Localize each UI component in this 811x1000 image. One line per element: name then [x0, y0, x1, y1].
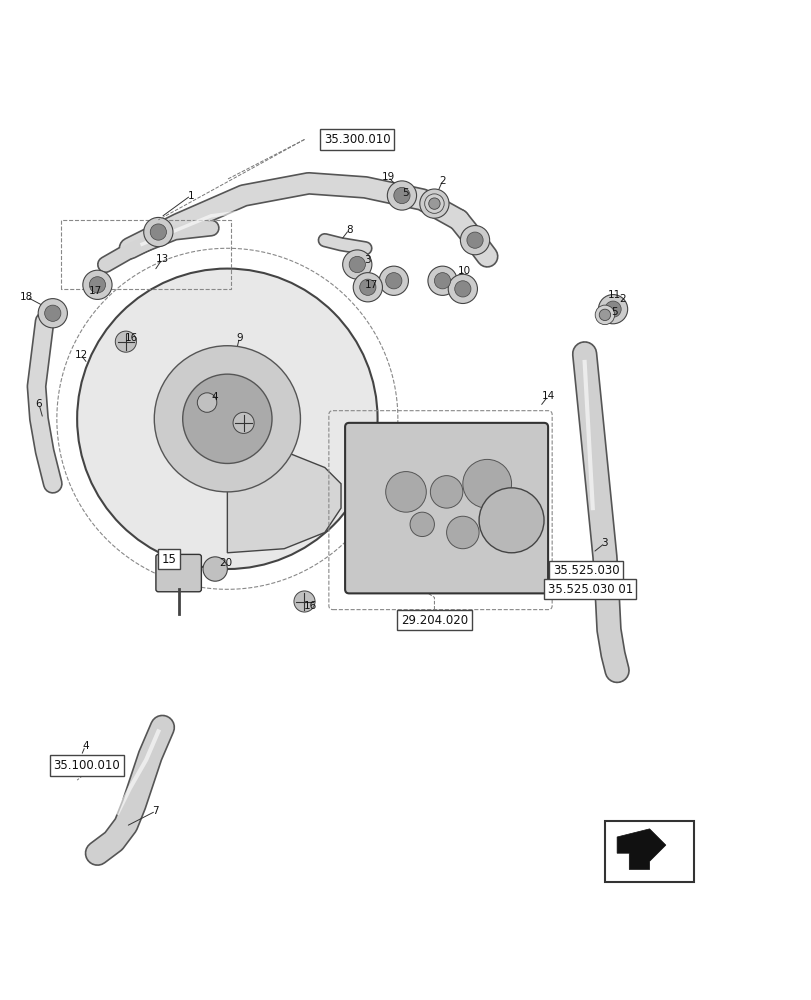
Circle shape: [446, 516, 478, 549]
Circle shape: [150, 224, 166, 240]
Text: 4: 4: [212, 392, 218, 402]
Polygon shape: [227, 447, 341, 553]
Text: 2: 2: [439, 176, 445, 186]
Circle shape: [466, 232, 483, 248]
Text: 16: 16: [303, 601, 316, 611]
Circle shape: [359, 279, 375, 295]
Text: 35.100.010: 35.100.010: [54, 759, 120, 772]
Circle shape: [115, 331, 136, 352]
Text: 6: 6: [36, 399, 42, 409]
Text: 5: 5: [402, 188, 409, 198]
Circle shape: [478, 488, 543, 553]
Circle shape: [460, 226, 489, 255]
Circle shape: [594, 305, 614, 325]
Circle shape: [483, 496, 523, 537]
Text: 12: 12: [75, 350, 88, 360]
Text: 18: 18: [20, 292, 33, 302]
Text: 17: 17: [89, 286, 102, 296]
Text: 17: 17: [365, 280, 378, 290]
Circle shape: [462, 459, 511, 508]
Circle shape: [77, 269, 377, 569]
Text: 35.300.010: 35.300.010: [324, 133, 390, 146]
Text: 14: 14: [541, 391, 554, 401]
Circle shape: [604, 301, 620, 317]
Circle shape: [385, 472, 426, 512]
Text: 3: 3: [363, 255, 370, 265]
Circle shape: [419, 189, 448, 218]
Circle shape: [426, 196, 442, 212]
Circle shape: [599, 309, 610, 321]
Circle shape: [393, 187, 410, 204]
Circle shape: [424, 194, 444, 213]
Circle shape: [182, 374, 272, 463]
Circle shape: [45, 305, 61, 321]
Text: 4: 4: [82, 741, 88, 751]
Circle shape: [454, 281, 470, 297]
Circle shape: [144, 217, 173, 247]
Circle shape: [379, 266, 408, 295]
Text: 5: 5: [611, 307, 617, 317]
Text: 29.204.020: 29.204.020: [401, 614, 467, 627]
Text: 10: 10: [457, 266, 470, 276]
Text: 9: 9: [236, 333, 242, 343]
Text: 15: 15: [161, 553, 176, 566]
Circle shape: [203, 557, 227, 581]
Text: 20: 20: [219, 558, 232, 568]
Text: 7: 7: [152, 806, 159, 816]
Text: 1: 1: [187, 191, 194, 201]
Circle shape: [385, 273, 401, 289]
Circle shape: [349, 256, 365, 273]
Polygon shape: [616, 829, 665, 869]
Circle shape: [387, 181, 416, 210]
Text: 19: 19: [381, 172, 394, 182]
Circle shape: [294, 591, 315, 612]
Text: 16: 16: [125, 333, 138, 343]
Circle shape: [89, 277, 105, 293]
Circle shape: [342, 250, 371, 279]
Circle shape: [154, 346, 300, 492]
Circle shape: [353, 273, 382, 302]
Text: 35.525.030: 35.525.030: [552, 564, 619, 577]
FancyBboxPatch shape: [156, 554, 201, 592]
Circle shape: [427, 266, 457, 295]
Circle shape: [233, 412, 254, 433]
Text: 11: 11: [607, 290, 620, 300]
Circle shape: [38, 299, 67, 328]
Circle shape: [197, 393, 217, 412]
Text: 3: 3: [601, 538, 607, 548]
Text: 2: 2: [619, 294, 625, 304]
Circle shape: [598, 295, 627, 324]
Text: 13: 13: [156, 254, 169, 264]
Text: 35.525.030 01: 35.525.030 01: [547, 583, 632, 596]
Circle shape: [430, 476, 462, 508]
Circle shape: [434, 273, 450, 289]
Circle shape: [410, 512, 434, 537]
Circle shape: [83, 270, 112, 299]
Circle shape: [448, 274, 477, 303]
Circle shape: [428, 198, 440, 209]
FancyBboxPatch shape: [345, 423, 547, 593]
Bar: [604, 821, 693, 882]
Text: 8: 8: [345, 225, 352, 235]
